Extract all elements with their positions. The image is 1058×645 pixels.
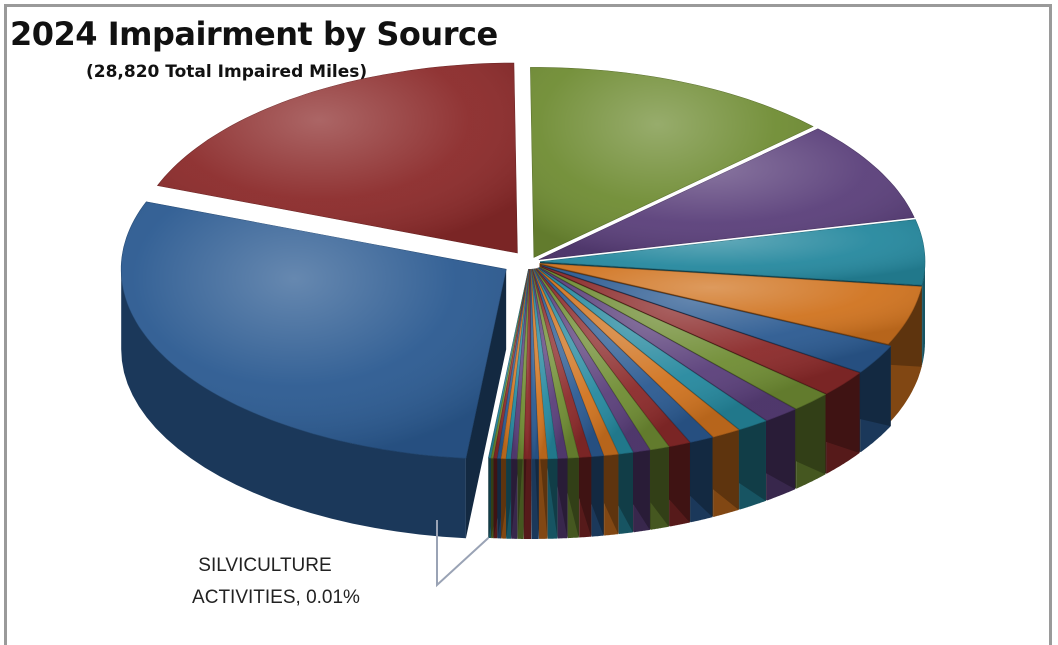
callout-label-line2: ACTIVITIES, 0.01% xyxy=(192,587,360,608)
pie-slice-3 xyxy=(530,67,814,258)
callout-label-line1: SILVICULTURE xyxy=(198,555,331,576)
pie-slice-26 xyxy=(523,268,532,539)
pie-slice-2 xyxy=(156,62,518,254)
chart-title: 2024 Impairment by Source xyxy=(10,15,498,53)
pie-slice-23 xyxy=(530,268,558,539)
callout-leader-line xyxy=(436,520,490,588)
pie-slice-1 xyxy=(120,201,507,539)
pie-slice-4 xyxy=(538,128,915,260)
pie-slice-25 xyxy=(529,268,540,539)
chart-subtitle: (28,820 Total Impaired Miles) xyxy=(86,62,368,82)
chart-frame xyxy=(4,4,1052,645)
